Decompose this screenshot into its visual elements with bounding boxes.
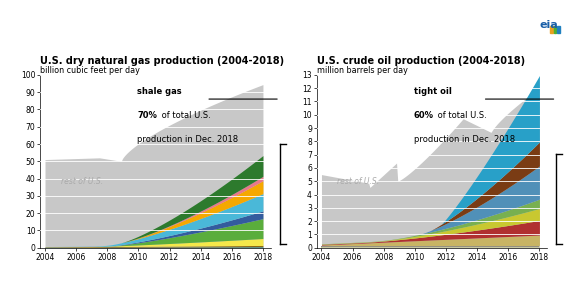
- Text: shale gas: shale gas: [137, 87, 181, 96]
- Text: 70%: 70%: [137, 111, 157, 120]
- Text: U.S. dry natural gas production (2004-2018): U.S. dry natural gas production (2004-20…: [40, 56, 285, 66]
- Text: of total U.S.: of total U.S.: [159, 111, 211, 120]
- Text: 60%: 60%: [414, 111, 434, 120]
- Text: rest of U.S.: rest of U.S.: [337, 177, 379, 186]
- Text: tight oil: tight oil: [414, 87, 452, 96]
- Text: billion cubic feet per day: billion cubic feet per day: [40, 66, 140, 75]
- Text: million barrels per day: million barrels per day: [317, 66, 408, 75]
- Text: production in Dec. 2018: production in Dec. 2018: [414, 135, 515, 144]
- Text: of total U.S.: of total U.S.: [435, 111, 487, 120]
- Text: production in Dec. 2018: production in Dec. 2018: [137, 135, 238, 144]
- Text: rest of U.S.: rest of U.S.: [60, 177, 103, 186]
- Text: eia: eia: [540, 20, 559, 30]
- Text: U.S. crude oil production (2004-2018): U.S. crude oil production (2004-2018): [317, 56, 525, 66]
